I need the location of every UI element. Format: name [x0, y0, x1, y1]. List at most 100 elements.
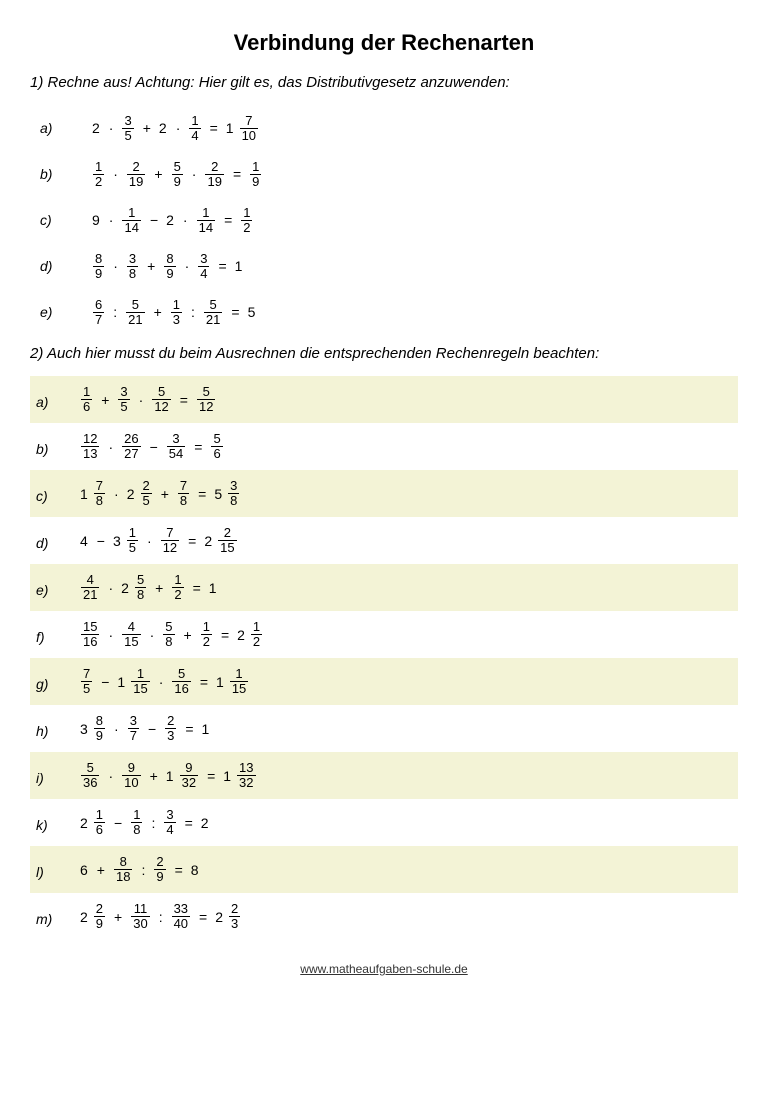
expression: 229+1130:3340=223 — [70, 902, 241, 930]
problem-row: i)536·910+1932=11332 — [30, 752, 738, 799]
equals: = — [217, 627, 233, 643]
operator: · — [181, 258, 194, 274]
operator: + — [93, 862, 109, 878]
equals: = — [181, 721, 197, 737]
problem-label: b) — [36, 427, 70, 457]
fraction: 354 — [167, 432, 185, 460]
problem-label: d) — [30, 258, 74, 274]
problem-label: h) — [36, 709, 70, 739]
equals: = — [184, 533, 200, 549]
operator: · — [143, 533, 156, 549]
equals: = — [220, 212, 236, 228]
problem-label: a) — [30, 120, 74, 136]
operator: · — [188, 166, 201, 182]
fraction: 89 — [93, 252, 104, 280]
fraction: 710 — [240, 114, 258, 142]
fraction: 59 — [172, 160, 183, 188]
fraction: 12 — [172, 573, 183, 601]
whole-number: 3 — [113, 533, 122, 549]
footer-link: www.matheaufgaben-schule.de — [30, 962, 738, 976]
section-1: 1) Rechne aus! Achtung: Hier gilt es, da… — [30, 74, 738, 335]
problem-row: c)178·225+78=538 — [30, 470, 738, 517]
fraction: 215 — [218, 526, 236, 554]
equals: = — [203, 768, 219, 784]
equals: = — [206, 120, 222, 136]
operator: − — [97, 674, 113, 690]
operator: · — [104, 627, 117, 643]
fraction: 516 — [172, 667, 190, 695]
whole-number: 1 — [202, 721, 211, 737]
fraction: 75 — [81, 667, 92, 695]
operator: · — [109, 166, 122, 182]
whole-number: 4 — [80, 533, 89, 549]
whole-number: 2 — [201, 815, 210, 831]
operator: · — [179, 212, 192, 228]
operator: · — [109, 258, 122, 274]
whole-number: 5 — [248, 304, 257, 320]
fraction: 14 — [189, 114, 200, 142]
fraction: 219 — [127, 160, 145, 188]
fraction: 12 — [251, 620, 262, 648]
fraction: 38 — [228, 479, 239, 507]
fraction: 2627 — [122, 432, 140, 460]
fraction: 35 — [122, 114, 133, 142]
problem-row: e)421·258+12=1 — [30, 564, 738, 611]
expression: 6+818:29=8 — [70, 855, 200, 883]
whole-number: 2 — [121, 580, 130, 596]
whole-number: 5 — [214, 486, 223, 502]
equals: = — [181, 815, 197, 831]
whole-number: 8 — [191, 862, 200, 878]
fraction: 415 — [122, 620, 140, 648]
fraction: 1516 — [81, 620, 99, 648]
fraction: 1213 — [81, 432, 99, 460]
fraction: 37 — [128, 714, 139, 742]
operator: : — [109, 304, 121, 320]
operator: · — [155, 674, 168, 690]
expression: 75−1115·516=1115 — [70, 667, 249, 695]
section1-problems: a)2·35+2·14=1710b)12·219+59·219=19c)9·11… — [30, 105, 738, 335]
operator: − — [93, 533, 109, 549]
operator: − — [146, 212, 162, 228]
fraction: 58 — [135, 573, 146, 601]
operator: + — [146, 768, 162, 784]
fraction: 12 — [201, 620, 212, 648]
operator: + — [150, 304, 166, 320]
problem-label: g) — [36, 662, 70, 692]
operator: + — [143, 258, 159, 274]
fraction: 25 — [141, 479, 152, 507]
operator: · — [104, 439, 117, 455]
expression: 16+35·512=512 — [70, 385, 216, 413]
equals: = — [190, 439, 206, 455]
equals: = — [176, 392, 192, 408]
equals: = — [171, 862, 187, 878]
problem-label: c) — [36, 474, 70, 504]
fraction: 818 — [114, 855, 132, 883]
operator: + — [180, 627, 196, 643]
whole-number: 2 — [80, 909, 89, 925]
operator: + — [150, 166, 166, 182]
problem-label: b) — [30, 166, 74, 182]
whole-number: 2 — [127, 486, 136, 502]
problem-row: b)1213·2627−354=56 — [30, 423, 738, 470]
problem-label: l) — [36, 850, 70, 880]
operator: · — [105, 212, 118, 228]
expression: 1516·415·58+12=212 — [70, 620, 263, 648]
problem-label: e) — [36, 568, 70, 598]
expression: 4−315·712=2215 — [70, 526, 238, 554]
fraction: 1130 — [131, 902, 149, 930]
operator: + — [157, 486, 173, 502]
problem-row: g)75−1115·516=1115 — [30, 658, 738, 705]
page-title: Verbindung der Rechenarten — [30, 30, 738, 56]
whole-number: 1 — [209, 580, 218, 596]
fraction: 114 — [197, 206, 215, 234]
expression: 178·225+78=538 — [70, 479, 240, 507]
fraction: 23 — [229, 902, 240, 930]
fraction: 56 — [211, 432, 222, 460]
whole-number: 1 — [117, 674, 126, 690]
expression: 12·219+59·219=19 — [74, 160, 262, 188]
equals: = — [196, 674, 212, 690]
expression: 89·38+89·34=1 — [74, 252, 243, 280]
fraction: 78 — [94, 479, 105, 507]
problem-row: a)16+35·512=512 — [30, 376, 738, 423]
whole-number: 1 — [80, 486, 89, 502]
